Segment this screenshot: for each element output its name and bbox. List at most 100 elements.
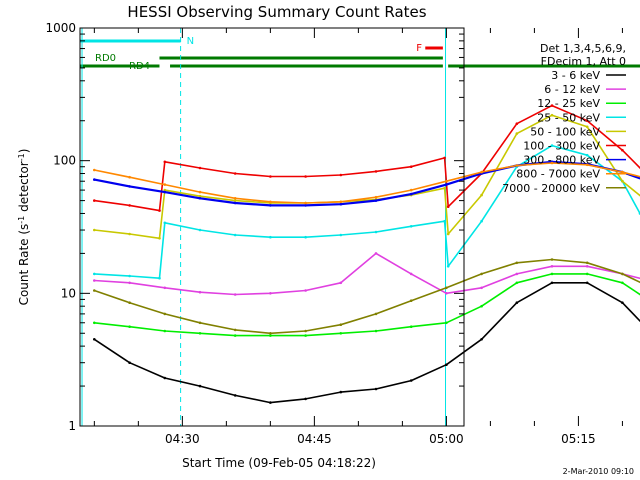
- series-point: [339, 281, 343, 285]
- series-point: [233, 394, 237, 397]
- series-point: [585, 261, 589, 265]
- legend-entry-label: 300 - 800 keV: [523, 154, 600, 167]
- series-point: [550, 144, 554, 147]
- y-axis-label-suffix: detector: [17, 161, 31, 216]
- y-tick-label: 1000: [45, 21, 76, 35]
- night-label: N: [187, 36, 194, 47]
- series-point: [409, 192, 413, 196]
- series-point: [128, 232, 131, 236]
- chart-title: HESSI Observing Summary Count Rates: [127, 3, 426, 21]
- series-point: [480, 219, 483, 223]
- y-tick-label: 10: [61, 286, 76, 300]
- series-point: [163, 188, 167, 192]
- series-point: [585, 265, 589, 268]
- series-point: [93, 321, 96, 325]
- series-point: [198, 332, 202, 335]
- series-point: [374, 329, 378, 333]
- series-point: [480, 272, 483, 276]
- x-tick-label: 05:00: [429, 432, 464, 446]
- series-point: [409, 225, 413, 228]
- series-point: [158, 209, 161, 212]
- x-tick-label: 04:45: [297, 432, 332, 446]
- rd4-label: RD4: [129, 61, 150, 72]
- series-point: [480, 170, 483, 174]
- series-point: [445, 286, 448, 290]
- series-point: [585, 272, 589, 276]
- series-point: [585, 125, 589, 129]
- series-point: [409, 188, 413, 192]
- series-point: [443, 219, 446, 223]
- series-point: [163, 312, 167, 316]
- series-point: [128, 204, 131, 207]
- series-point: [339, 200, 343, 204]
- series-line: [94, 252, 640, 296]
- legend-entry-label: 25 - 50 keV: [537, 111, 600, 124]
- series-point: [93, 199, 96, 202]
- series-point: [621, 148, 624, 152]
- series-point: [515, 261, 519, 265]
- series-point: [621, 272, 624, 276]
- x-axis-label: Start Time (09-Feb-05 04:18:22): [182, 456, 376, 470]
- series-point: [93, 338, 96, 341]
- series-point: [550, 104, 554, 107]
- series-point: [233, 334, 237, 337]
- series-point: [339, 323, 343, 327]
- series-point: [445, 363, 448, 367]
- series-point: [163, 376, 167, 380]
- y-axis: 1 10 100 1000: [45, 21, 464, 433]
- series-line: [94, 258, 640, 335]
- y-axis-label-close: ): [17, 149, 31, 154]
- legend-entry-label: 6 - 12 keV: [544, 83, 600, 96]
- series-point: [446, 265, 450, 268]
- series-point: [128, 281, 131, 285]
- series-point: [409, 272, 413, 276]
- series-point: [128, 325, 131, 329]
- series-point: [515, 301, 519, 305]
- series-point: [374, 252, 378, 255]
- series-point: [374, 195, 378, 199]
- series-point: [198, 228, 202, 232]
- series-point: [443, 156, 446, 160]
- series-point: [128, 301, 131, 305]
- series-point: [550, 281, 554, 285]
- series-point: [443, 186, 446, 190]
- series-point: [304, 289, 307, 292]
- series-point: [198, 190, 202, 194]
- series-point: [158, 276, 161, 280]
- series-point: [515, 272, 519, 276]
- series-point: [269, 332, 272, 335]
- series-point: [304, 397, 307, 401]
- series-point: [269, 292, 272, 295]
- series-point: [233, 233, 237, 237]
- series-point: [515, 164, 519, 167]
- legend-entry-label: 50 - 100 keV: [530, 125, 600, 138]
- series-point: [304, 204, 307, 207]
- series-point: [128, 185, 131, 188]
- series-point: [163, 160, 167, 164]
- series-point: [515, 281, 519, 285]
- series-point: [550, 113, 554, 117]
- series-point: [339, 173, 343, 177]
- series-point: [304, 334, 307, 337]
- series-point: [128, 361, 131, 365]
- series-line: [94, 114, 640, 240]
- y-axis-label-sup-2: -1: [17, 153, 26, 161]
- series-point: [374, 387, 378, 391]
- series-point: [198, 194, 202, 198]
- series-point: [304, 201, 307, 205]
- series-point: [585, 153, 589, 157]
- series-point: [621, 281, 624, 285]
- y-tick-label: 1: [68, 419, 76, 433]
- series-point: [480, 193, 483, 197]
- series-point: [198, 166, 202, 170]
- series-point: [445, 321, 448, 325]
- series-point: [304, 329, 307, 333]
- series-point: [446, 232, 450, 236]
- series-point: [621, 170, 624, 174]
- series-line: [94, 104, 640, 212]
- series-point: [93, 272, 96, 276]
- series-point: [304, 175, 307, 178]
- series-layer: [93, 104, 640, 404]
